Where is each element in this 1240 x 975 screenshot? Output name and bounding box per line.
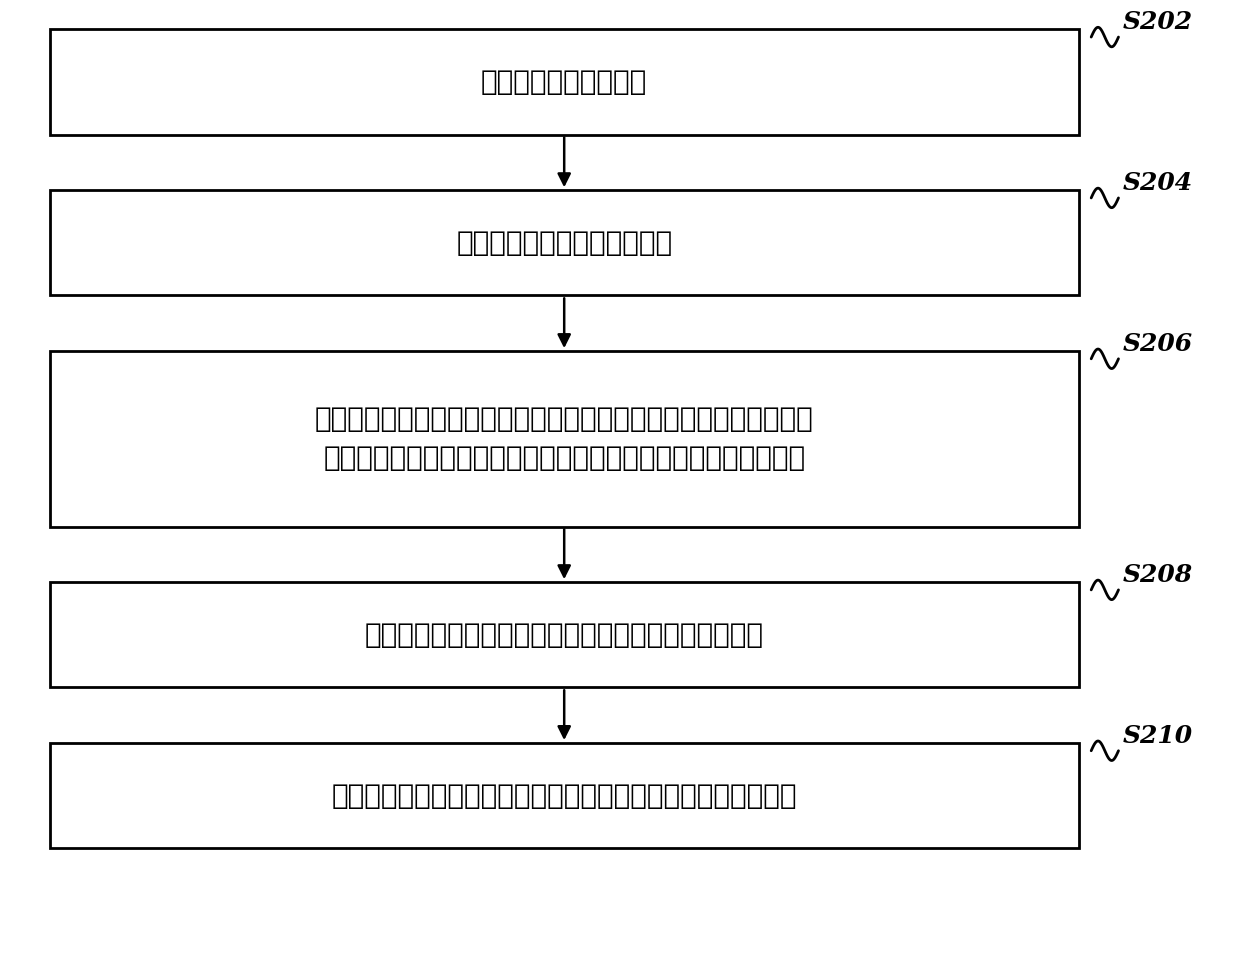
Text: 按眼底图像各像素点所属的病炀类别，从眼底图像分割病炀区域: 按眼底图像各像素点所属的病炀类别，从眼底图像分割病炀区域 [331,782,797,809]
Bar [50,29,1079,135]
Text: S210: S210 [1122,723,1193,748]
Bar [50,351,1079,526]
Bar [50,743,1079,848]
Text: S208: S208 [1122,563,1193,587]
Text: S202: S202 [1122,10,1193,34]
Text: S206: S206 [1122,332,1193,356]
Text: 从眼底图像中划分多个像素块: 从眼底图像中划分多个像素块 [456,229,672,256]
Text: 根据每个像素块确定分别对应不同病炀类别的多个概率图块，概率图
块中各颜色值表示在像素块中对应的像素点属于各病炀类别的概率: 根据每个像素块确定分别对应不同病炀类别的多个概率图块，概率图 块中各颜色值表示在… [315,406,813,472]
Bar [50,582,1079,687]
Text: S204: S204 [1122,171,1193,195]
Text: 获取待分割的眼底图像: 获取待分割的眼底图像 [481,68,647,96]
Bar [50,190,1079,295]
Text: 根据概率图块确定眼底图像中各像素点所属的病炀类别: 根据概率图块确定眼底图像中各像素点所属的病炀类别 [365,621,764,648]
